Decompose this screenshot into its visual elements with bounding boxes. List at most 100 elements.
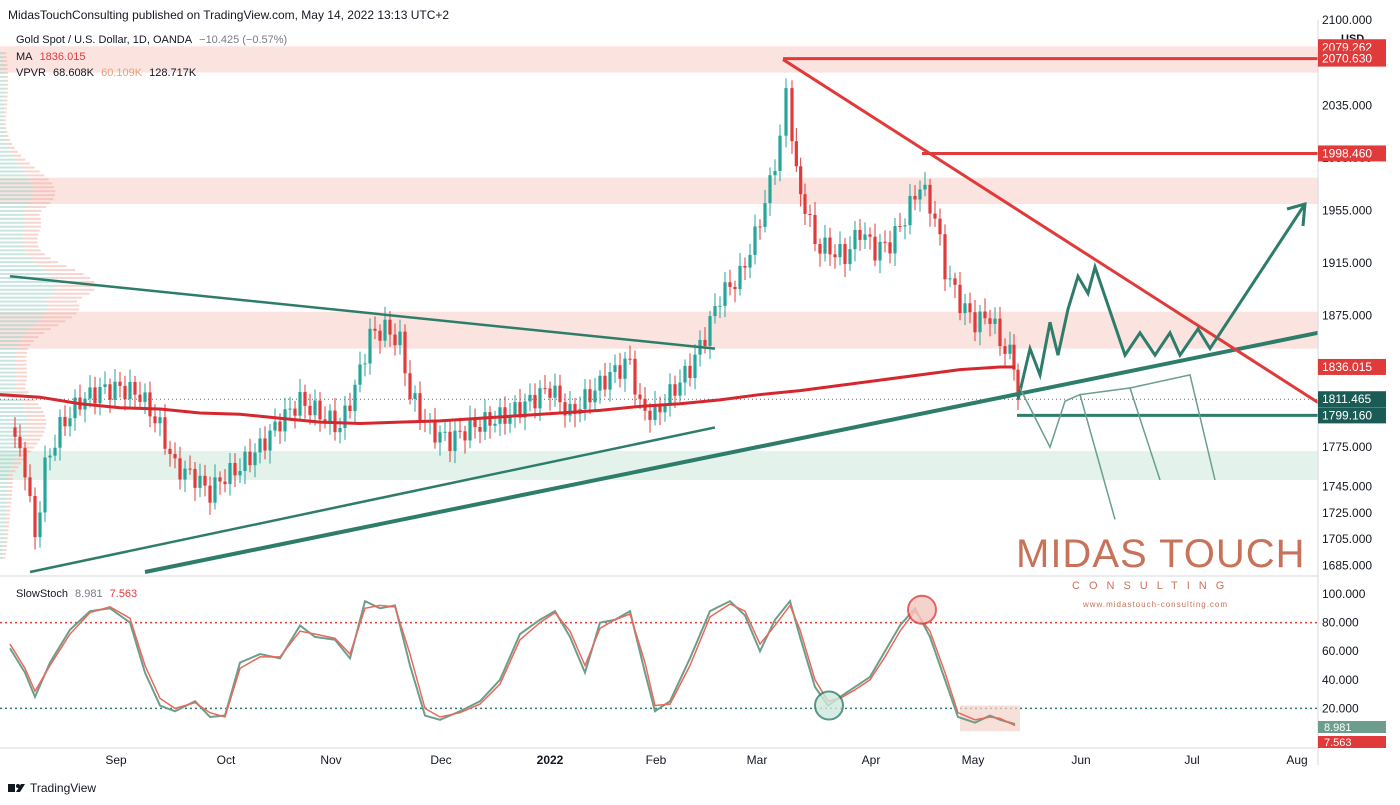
vp-bar-green bbox=[0, 474, 8, 477]
time-label: Nov bbox=[320, 753, 341, 767]
candle-body bbox=[543, 388, 547, 390]
vp-bar-green bbox=[0, 107, 5, 110]
vp-bar-green bbox=[0, 509, 7, 512]
candle-body bbox=[258, 438, 262, 453]
vp-bar-red bbox=[4, 79, 9, 82]
vp-bar-green bbox=[0, 422, 28, 425]
vpvr-legend[interactable]: VPVR 68.608K 60.109K 128.717K bbox=[16, 67, 200, 79]
vp-bar-red bbox=[4, 95, 8, 98]
candle-body bbox=[708, 316, 712, 346]
vp-bar-red bbox=[12, 462, 22, 465]
candle-body bbox=[88, 387, 92, 399]
vp-bar-red bbox=[24, 438, 41, 441]
vp-bar-red bbox=[22, 442, 38, 445]
vp-bar-red bbox=[9, 470, 16, 473]
candle-body bbox=[533, 394, 537, 409]
candle-body bbox=[678, 382, 682, 396]
vp-bar-green bbox=[0, 308, 48, 311]
vp-bar-green bbox=[0, 280, 57, 283]
candle-body bbox=[773, 170, 777, 176]
candle-body bbox=[673, 384, 677, 396]
candle-body bbox=[968, 303, 972, 313]
candle-body bbox=[138, 394, 142, 402]
vp-bar-green bbox=[0, 312, 46, 315]
stoch-d-value: 7.563 bbox=[109, 588, 138, 600]
vp-bar-red bbox=[20, 166, 35, 169]
candle-body bbox=[663, 405, 667, 413]
candle-body bbox=[53, 447, 57, 456]
price-tick-label: 1915.000 bbox=[1322, 256, 1372, 270]
vp-bar-red bbox=[27, 422, 47, 425]
time-label: 2022 bbox=[537, 753, 564, 767]
vp-bar-green bbox=[0, 158, 16, 161]
time-label: Apr bbox=[862, 753, 881, 767]
candle-body bbox=[158, 417, 162, 424]
vp-bar-red bbox=[16, 375, 27, 378]
vp-bar-red bbox=[23, 229, 40, 232]
candle-body bbox=[183, 468, 187, 480]
candle-body bbox=[573, 403, 577, 415]
vp-bar-green bbox=[0, 383, 16, 386]
vp-bar-red bbox=[3, 127, 7, 130]
candle-body bbox=[623, 358, 627, 379]
price-tick-label: 1685.000 bbox=[1322, 558, 1372, 572]
vp-bar-green bbox=[0, 142, 8, 145]
candle-body bbox=[838, 243, 842, 258]
price-tick-label: 1745.000 bbox=[1322, 480, 1372, 494]
tradingview-footer[interactable]: TradingView bbox=[8, 781, 96, 795]
vp-bar-red bbox=[7, 493, 12, 496]
stoch-overbought-circle bbox=[907, 594, 937, 625]
vp-bar-red bbox=[15, 158, 26, 161]
vp-bar-green bbox=[0, 87, 5, 90]
vp-bar-red bbox=[24, 249, 41, 252]
vp-bar-green bbox=[0, 67, 5, 70]
vp-bar-red bbox=[45, 312, 77, 315]
stoch-d-tag-bg bbox=[1318, 736, 1386, 748]
candle-body bbox=[613, 365, 617, 373]
price-tag-bg-2 bbox=[1318, 145, 1386, 162]
candle-body bbox=[1003, 346, 1007, 354]
stoch-legend[interactable]: SlowStoch 8.981 7.563 bbox=[16, 588, 141, 600]
vp-bar-green bbox=[0, 253, 27, 256]
candle-body bbox=[373, 328, 377, 331]
price-tag-label-2: 1998.460 bbox=[1322, 146, 1372, 160]
candle-body bbox=[213, 477, 217, 503]
vp-bar-red bbox=[15, 355, 27, 358]
volume-profile bbox=[0, 52, 96, 559]
vp-bar-green bbox=[0, 324, 35, 327]
vp-bar-green bbox=[0, 446, 21, 449]
candle-body bbox=[23, 448, 27, 478]
candle-body bbox=[433, 421, 437, 443]
vp-bar-red bbox=[23, 233, 39, 236]
vpvr-value-1: 68.608K bbox=[53, 67, 95, 79]
candle-body bbox=[568, 403, 572, 416]
candle-body bbox=[898, 225, 902, 227]
vp-bar-red bbox=[6, 509, 11, 512]
vp-bar-red bbox=[20, 446, 35, 449]
symbol-legend[interactable]: Gold Spot / U.S. Dollar, 1D, OANDA −10.4… bbox=[16, 34, 291, 46]
candle-body bbox=[794, 141, 798, 167]
vp-bar-red bbox=[7, 481, 13, 484]
vp-bar-red bbox=[23, 213, 40, 216]
candle-body bbox=[818, 244, 822, 254]
candle-body bbox=[948, 278, 952, 280]
candle-body bbox=[848, 249, 852, 265]
vp-bar-green bbox=[0, 418, 28, 421]
candle-body bbox=[588, 389, 592, 403]
ma-legend[interactable]: MA 1836.015 bbox=[16, 51, 89, 63]
candle-body bbox=[938, 218, 942, 235]
vp-bar-red bbox=[4, 545, 7, 548]
candle-body bbox=[303, 391, 307, 406]
candle-body bbox=[168, 448, 172, 454]
candle-body bbox=[113, 381, 117, 400]
price-tag-bg-4 bbox=[1318, 391, 1386, 408]
vp-bar-green bbox=[0, 363, 16, 366]
vp-bar-green bbox=[0, 501, 7, 504]
vp-bar-red bbox=[22, 237, 38, 240]
vp-bar-green bbox=[0, 296, 50, 299]
candle-body bbox=[193, 468, 197, 488]
candle-body bbox=[403, 331, 407, 374]
candle-body bbox=[813, 214, 817, 245]
vp-bar-red bbox=[3, 111, 7, 114]
